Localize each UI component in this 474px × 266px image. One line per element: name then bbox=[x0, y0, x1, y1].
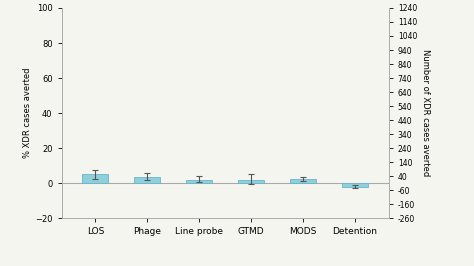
Bar bbox=[238, 180, 264, 183]
Y-axis label: % XDR cases averted: % XDR cases averted bbox=[23, 68, 32, 158]
Y-axis label: Number of XDR cases averted: Number of XDR cases averted bbox=[421, 49, 430, 177]
Bar bbox=[134, 177, 160, 183]
Bar bbox=[186, 180, 212, 183]
Bar bbox=[82, 174, 109, 183]
Bar bbox=[342, 183, 368, 187]
Bar bbox=[290, 179, 316, 183]
